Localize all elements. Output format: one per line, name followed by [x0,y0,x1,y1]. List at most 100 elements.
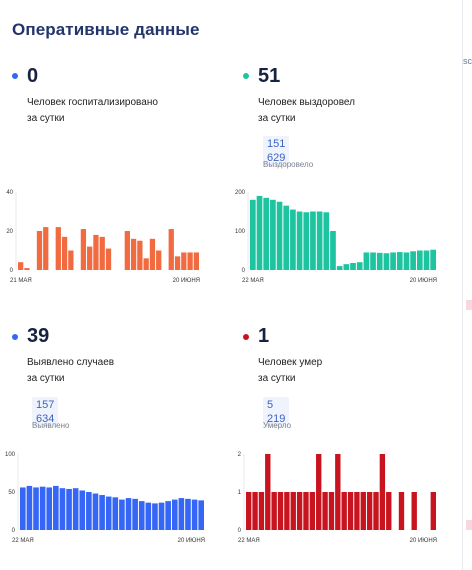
chart-bar [149,238,156,270]
deaths-label-line2: за сутки [258,373,296,384]
chart-bar [250,199,256,270]
chart-bar [143,258,149,270]
recovered-chart: 0 100 200 22 МАЯ 20 ИЮНЯ [235,190,437,284]
card-dot [12,73,18,79]
deaths-value: 1 [258,325,270,347]
deaths-total: 5 219 [263,397,290,427]
deaths-total-label: Умерло [263,421,292,430]
chart-bar [24,268,30,270]
chart-bar [43,227,49,270]
chart-bar [398,492,405,530]
chart-bar [178,498,185,530]
scrollbar-divider [462,0,463,570]
chart-bar [416,250,423,270]
chart-bar [87,246,93,270]
chart-bar [132,498,138,530]
chart-bar [246,492,252,530]
chart-bar [323,212,330,270]
chart-bar [93,234,99,270]
chart-bar [124,231,130,270]
hospitalized-label-line2: за сутки [27,113,65,124]
chart-bar [383,253,390,270]
chart-bar [390,252,396,270]
chart-bar [174,256,181,270]
chart-bar [360,492,366,530]
chart-bar [354,492,360,530]
deaths-label-line1: Человек умер [258,357,323,368]
chart-bar [198,500,204,530]
chart-bar [363,252,370,270]
chart-bar [263,197,270,270]
chart-bar [366,492,373,530]
x-start-label: 22 МАЯ [238,538,260,544]
chart-bar [290,492,296,530]
cases-value: 39 [27,325,50,347]
x-end-label: 20 ИЮНЯ [178,538,205,544]
chart-bar [145,502,152,530]
hospitalized-value: 0 [27,65,39,87]
cases-label-line2: за сутки [27,373,65,384]
chart-bar [256,195,263,270]
chart-bar [59,488,66,530]
cases-total-label: Выявлено [32,421,70,430]
chart-bar [86,492,92,530]
chart-bar [26,485,33,530]
chart-bar [310,211,316,270]
chart-bar [265,454,271,530]
edge-marker [466,520,472,530]
chart-bar [137,240,143,270]
chart-bar [252,492,258,530]
hospitalized-label-line1: Человек госпитализировано [27,97,158,108]
chart-bar [373,492,379,530]
y-tick-label: 50 [8,490,15,496]
y-tick-label: 0 [12,528,16,534]
chart-bar [168,229,174,270]
cases-total: 157 634 [32,397,59,427]
chart-bar [156,250,162,270]
y-tick-label: 40 [6,190,13,196]
x-start-label: 21 МАЯ [10,278,32,284]
chart-bar [296,492,303,530]
chart-bar [296,211,303,270]
chart-bar [39,486,46,530]
chart-bar [125,498,132,530]
recovered-total-label: Выздоровело [263,160,314,169]
chart-bar [61,236,68,270]
chart-bar [303,492,309,530]
hospitalized-chart: 0 20 40 21 МАЯ 20 ИЮНЯ [6,190,200,284]
edge-text: sc [463,56,472,66]
chart-bar [66,488,72,530]
chart-bar [271,492,277,530]
page-title: Оперативные данные [12,20,200,39]
deaths-chart: 0 1 2 22 МАЯ 20 ИЮНЯ [238,452,437,544]
chart-bar [165,501,171,530]
y-tick-label: 100 [235,229,246,235]
chart-bar [379,454,386,530]
y-tick-label: 2 [238,452,242,458]
y-tick-label: 200 [235,190,246,196]
chart-bar [309,492,316,530]
chart-bar [386,492,392,530]
chart-bar [283,205,290,270]
chart-bar [411,492,417,530]
recovered-label-line1: Человек выздоровел [258,97,355,108]
chart-bar [53,485,59,530]
chart-bar [396,252,403,270]
chart-bar [138,501,145,530]
chart-bar [270,199,276,270]
cases-chart: 0 50 100 22 МАЯ 20 ИЮНЯ [5,452,205,544]
chart-bar [171,499,178,530]
chart-bar [33,487,39,530]
cases-label-line1: Выявлено случаев [27,357,115,368]
y-tick-label: 100 [5,452,16,458]
chart-bar [322,492,328,530]
x-end-label: 20 ИЮНЯ [410,278,437,284]
chart-bar [343,264,350,270]
chart-bar [36,231,43,270]
chart-bar [46,487,53,530]
chart-bar [258,492,265,530]
chart-bar [92,493,99,530]
y-tick-label: 20 [6,229,13,235]
chart-bar [72,488,79,530]
chart-bar [276,201,283,270]
